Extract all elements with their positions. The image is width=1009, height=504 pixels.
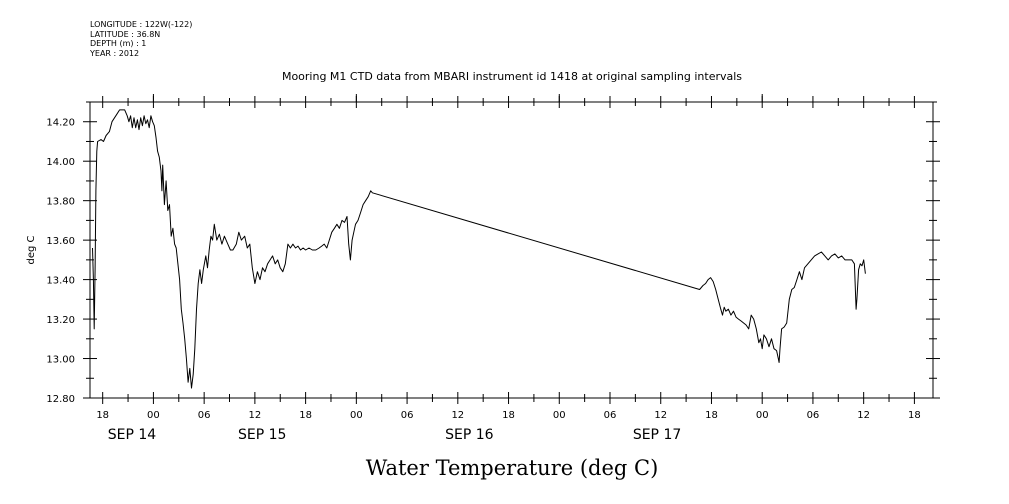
y-tick-label: 13.60	[46, 236, 75, 247]
y-tick-label: 13.40	[46, 276, 75, 287]
x-tick-label: 18	[96, 410, 109, 421]
x-tick-label: 06	[198, 410, 211, 421]
plot-area	[92, 109, 866, 389]
y-tick-label: 14.20	[46, 118, 75, 129]
x-tick-label: 00	[350, 410, 363, 421]
x-day-label: SEP 17	[633, 427, 681, 443]
x-tick-label: 12	[654, 410, 667, 421]
x-tick-label: 00	[756, 410, 769, 421]
meta-longitude: LONGITUDE : 122W(-122)	[90, 20, 193, 29]
x-tick-label: 12	[451, 410, 464, 421]
x-tick-label: 06	[401, 410, 414, 421]
y-tick-label: 14.00	[46, 157, 75, 168]
y-axis-label: deg C	[26, 235, 37, 264]
x-axis-label: Water Temperature (deg C)	[366, 456, 659, 480]
x-tick-label: 18	[502, 410, 515, 421]
x-tick-label: 12	[249, 410, 262, 421]
x-tick-label: 00	[553, 410, 566, 421]
x-axis: 18 00 06 12 18 00 06 12 18 00 06 12 18 00 06 12 18 SEP 14…	[96, 94, 921, 443]
x-tick-label: 06	[604, 410, 617, 421]
y-axis: 12.80 13.00 13.20 13.40 13.60 13.80 14.00 14.20	[46, 101, 940, 405]
metadata-block: LONGITUDE : 122W(-122) LATITUDE : 36.8N …	[90, 20, 192, 58]
x-tick-label: 06	[807, 410, 820, 421]
y-tick-label: 13.00	[46, 355, 75, 366]
x-tick-label: 18	[908, 410, 921, 421]
meta-year: YEAR : 2012	[90, 48, 140, 58]
chart-title: Mooring M1 CTD data from MBARI instrumen…	[282, 70, 742, 83]
y-tick-label: 12.80	[46, 394, 75, 405]
x-tick-label: 00	[147, 410, 160, 421]
y-tick-label: 13.20	[46, 315, 75, 326]
meta-latitude: LATITUDE : 36.8N	[90, 29, 161, 39]
x-tick-label: 12	[857, 410, 870, 421]
x-day-label: SEP 16	[445, 427, 494, 443]
temperature-series-line	[92, 109, 866, 389]
plot-frame	[89, 101, 934, 399]
x-tick-label: 18	[705, 410, 718, 421]
x-day-label: SEP 14	[108, 427, 157, 443]
meta-depth: DEPTH (m) : 1	[90, 39, 147, 48]
x-day-label: SEP 15	[238, 427, 286, 443]
y-tick-label: 13.80	[46, 197, 75, 208]
x-tick-label: 18	[299, 410, 312, 421]
